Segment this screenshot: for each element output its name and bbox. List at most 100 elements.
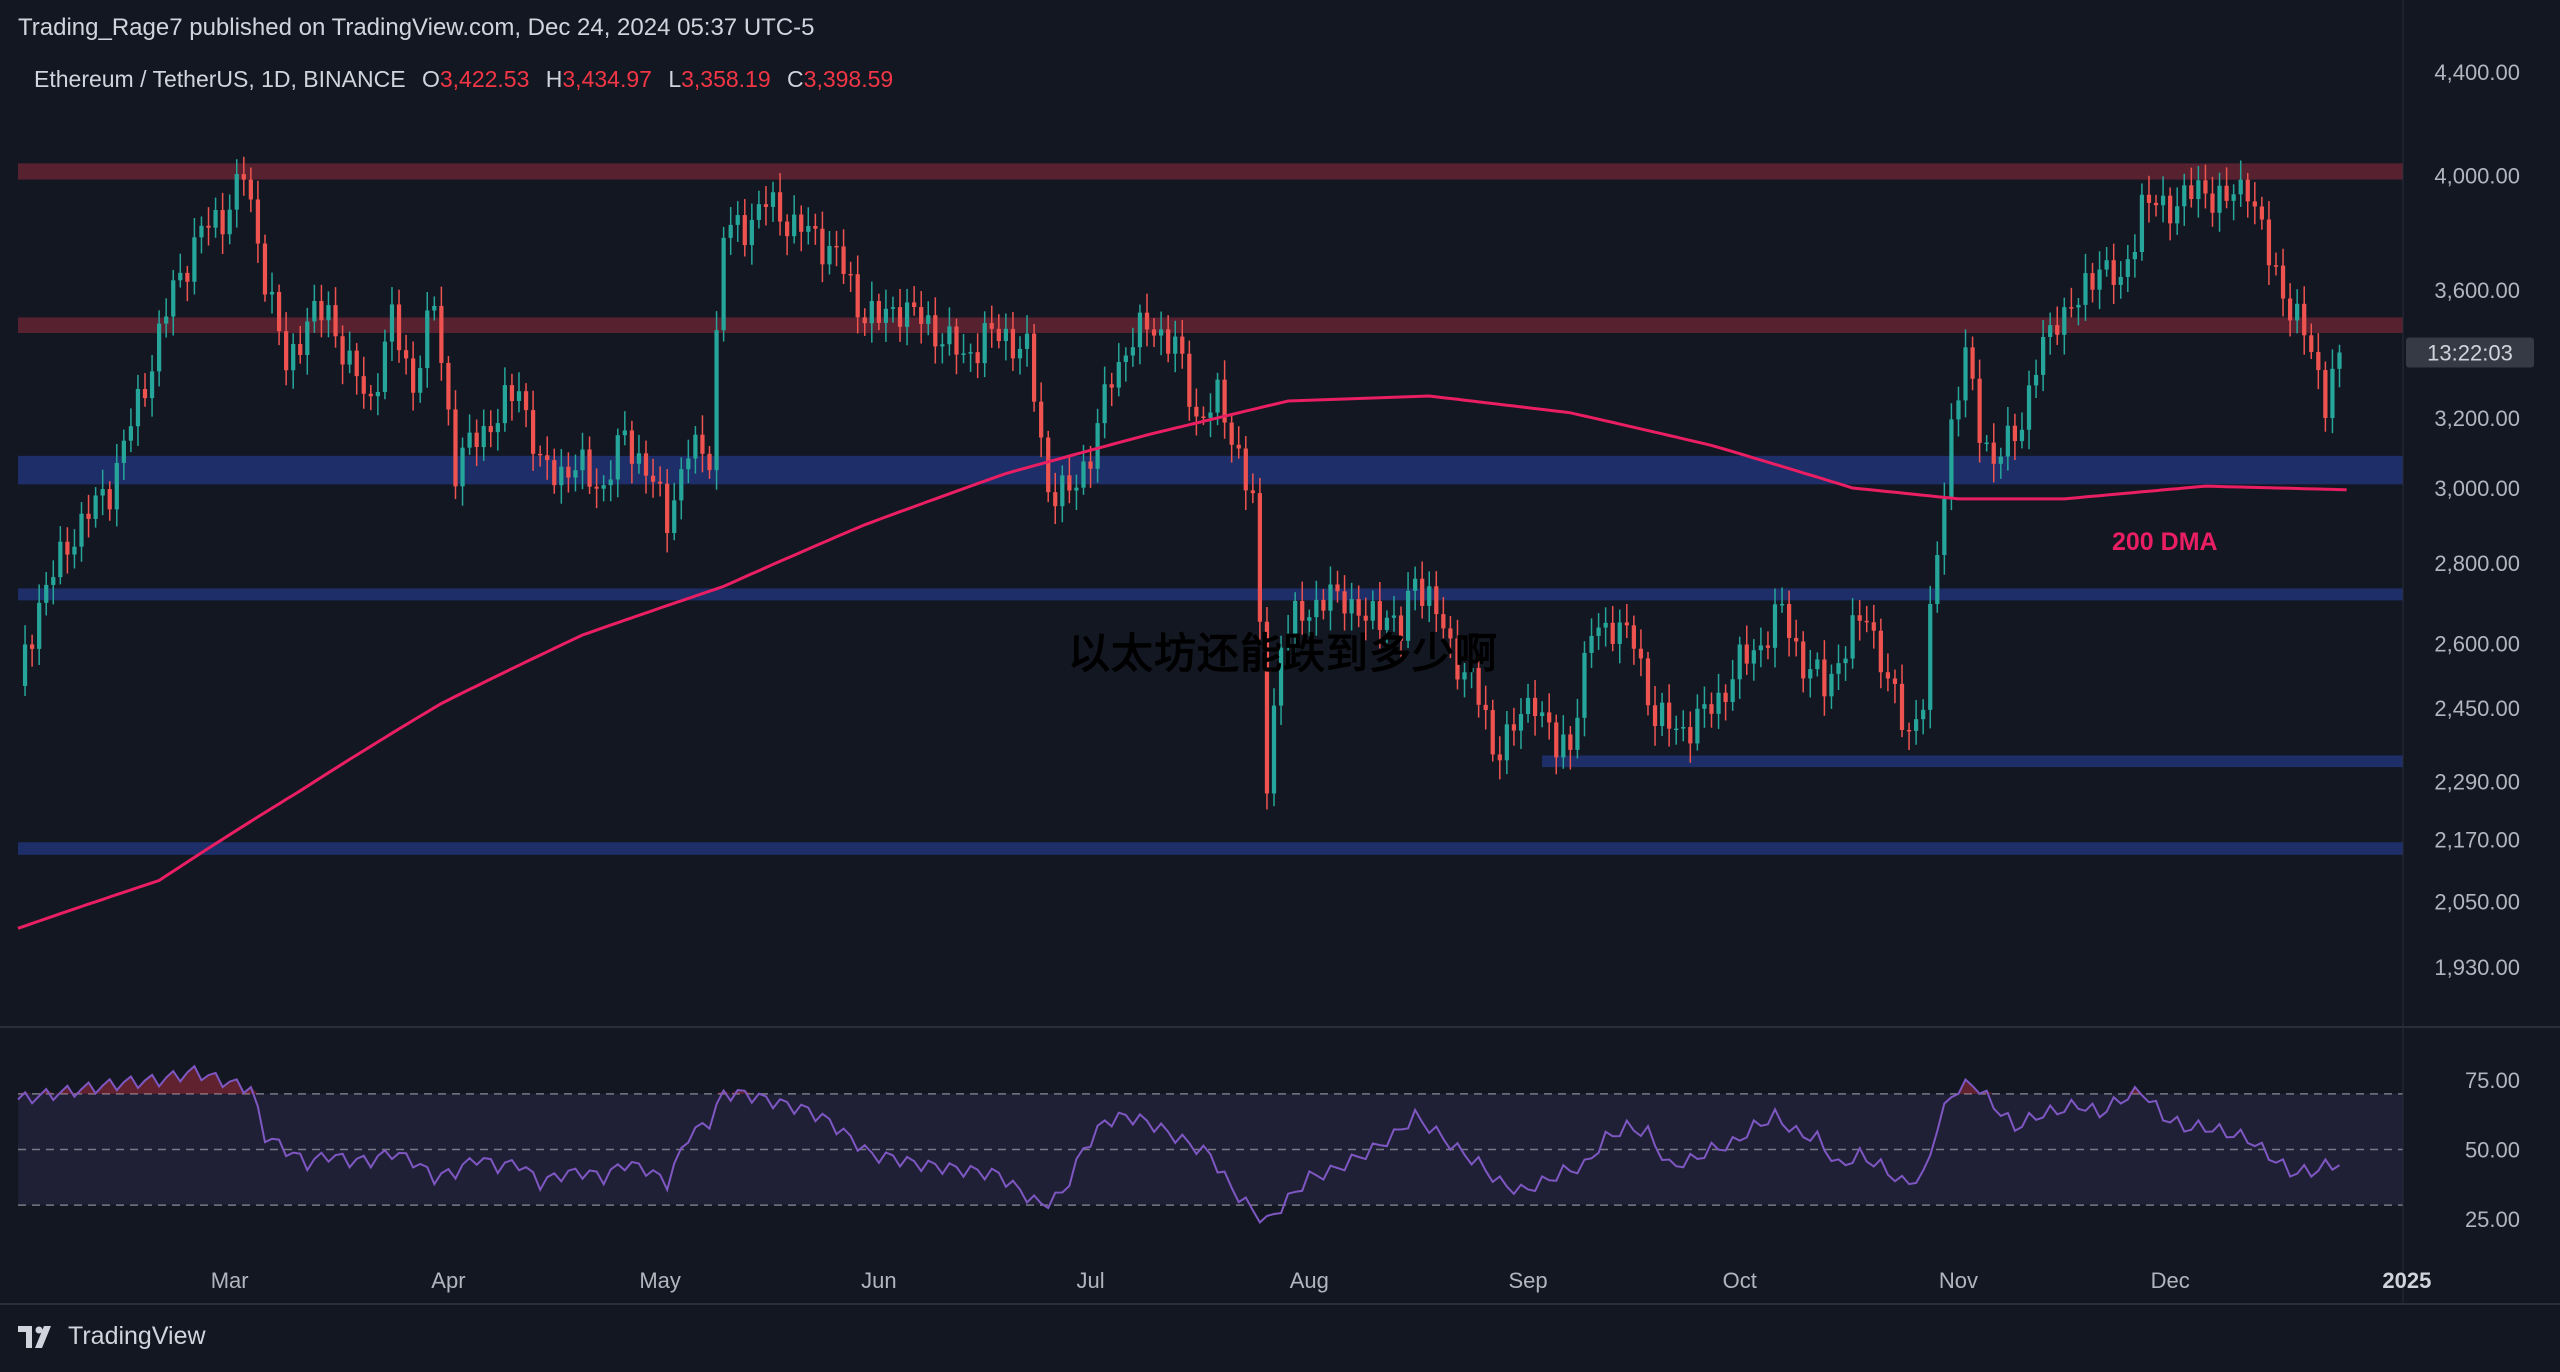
candle-body [1137, 312, 1143, 348]
candle-body [693, 434, 698, 459]
time-tick-label: Jul [1076, 1268, 1104, 1293]
candle-body [234, 174, 239, 210]
candle-body [403, 350, 409, 359]
zone-resistance-0 [18, 163, 2403, 180]
price-pane: 200 DMA [17, 156, 2403, 930]
candle-body [1744, 644, 1749, 664]
candle-body [135, 389, 141, 427]
candle-body [1264, 621, 1270, 794]
high-value: 3,434.97 [562, 66, 652, 92]
rsi-pane [17, 1064, 2403, 1224]
candle-body [1772, 604, 1778, 648]
candle-body [629, 430, 635, 464]
candle-body [107, 489, 112, 510]
candle-body [813, 225, 818, 229]
candle-body [566, 466, 571, 478]
candle-body [1942, 498, 1947, 556]
candle-body [178, 272, 183, 281]
rsi-overbought-fill [18, 1066, 2340, 1094]
candle-body [206, 225, 211, 228]
candle-body [1914, 719, 1919, 731]
candle-body [1321, 599, 1326, 611]
price-tick-label: 2,800.00 [2434, 551, 2520, 576]
candle-body [2118, 276, 2123, 285]
candle-body [227, 209, 232, 235]
candle-body [982, 323, 987, 364]
candle-body [44, 584, 49, 603]
zone-support-2 [18, 455, 2403, 485]
candle-body [756, 204, 762, 220]
candle-body [72, 546, 77, 555]
candle-body [1949, 419, 1954, 499]
candle-body [488, 426, 493, 433]
candle-body [164, 316, 169, 324]
candle-body [460, 447, 465, 487]
time-tick-label: 2025 [2382, 1268, 2431, 1293]
candle-body [326, 305, 331, 321]
candle-body [2252, 201, 2257, 207]
candle-body [1031, 333, 1037, 402]
candle-body [1885, 672, 1891, 679]
candle-body [1293, 600, 1298, 634]
candle-body [1144, 312, 1150, 330]
symbol-label[interactable]: Ethereum / TetherUS, 1D, BINANCE [34, 66, 406, 92]
candle-body [1201, 416, 1206, 419]
candle-body [2048, 325, 2053, 337]
candle-body [1921, 709, 1926, 720]
candle-body [389, 304, 395, 342]
candle-body [933, 315, 938, 347]
price-tick-label: 3,200.00 [2434, 406, 2520, 431]
candle-body [834, 245, 839, 248]
candle-body [1173, 336, 1178, 354]
candle-body [636, 453, 642, 464]
candle-body [1130, 347, 1135, 356]
candle-body [1483, 704, 1488, 711]
candle-body [1667, 702, 1672, 729]
candle-body [2069, 307, 2074, 309]
candle-body [608, 479, 613, 486]
candle-body [1688, 727, 1693, 744]
candle-body [1215, 379, 1220, 413]
candle-body [142, 389, 148, 399]
candle-body [2005, 425, 2010, 457]
candle-body [1871, 622, 1876, 631]
candle-body [298, 344, 303, 355]
candle-body [2330, 368, 2335, 418]
candle-body [396, 304, 402, 351]
candle-body [700, 434, 705, 454]
candle-body [375, 391, 380, 397]
candle-body [51, 577, 56, 585]
candle-body [128, 426, 134, 441]
candle-body [2146, 194, 2152, 203]
published-header: Trading_Rage7 published on TradingView.c… [18, 14, 815, 41]
candle-body [1081, 461, 1086, 488]
candle-body [439, 305, 444, 363]
tradingview-logo-icon [18, 1325, 51, 1348]
candle-body [1039, 401, 1044, 438]
candle-body [650, 475, 656, 482]
candle-body [1229, 422, 1234, 445]
candle-body [1878, 630, 1883, 673]
candle-body [1222, 379, 1227, 423]
price-tick-label: 2,170.00 [2434, 828, 2520, 853]
candle-body [255, 199, 261, 244]
candle-body [1109, 384, 1114, 388]
candle-body [1836, 663, 1841, 674]
candle-body [1518, 714, 1524, 731]
candle-body [1716, 692, 1721, 714]
candle-body [1003, 328, 1008, 342]
candle-body [1455, 638, 1460, 680]
candle-body [1151, 329, 1157, 336]
candle-body [1737, 644, 1742, 680]
candle-body [1391, 615, 1397, 618]
price-tick-label: 4,000.00 [2434, 164, 2520, 189]
candle-body [2090, 273, 2095, 290]
footer-brand[interactable]: TradingView [18, 1322, 206, 1351]
candle-body [481, 426, 486, 448]
time-tick-label: Jun [861, 1268, 896, 1293]
candle-body [1434, 586, 1439, 615]
candle-body [1166, 329, 1171, 354]
candle-body [157, 323, 162, 372]
candle-body [785, 221, 790, 237]
